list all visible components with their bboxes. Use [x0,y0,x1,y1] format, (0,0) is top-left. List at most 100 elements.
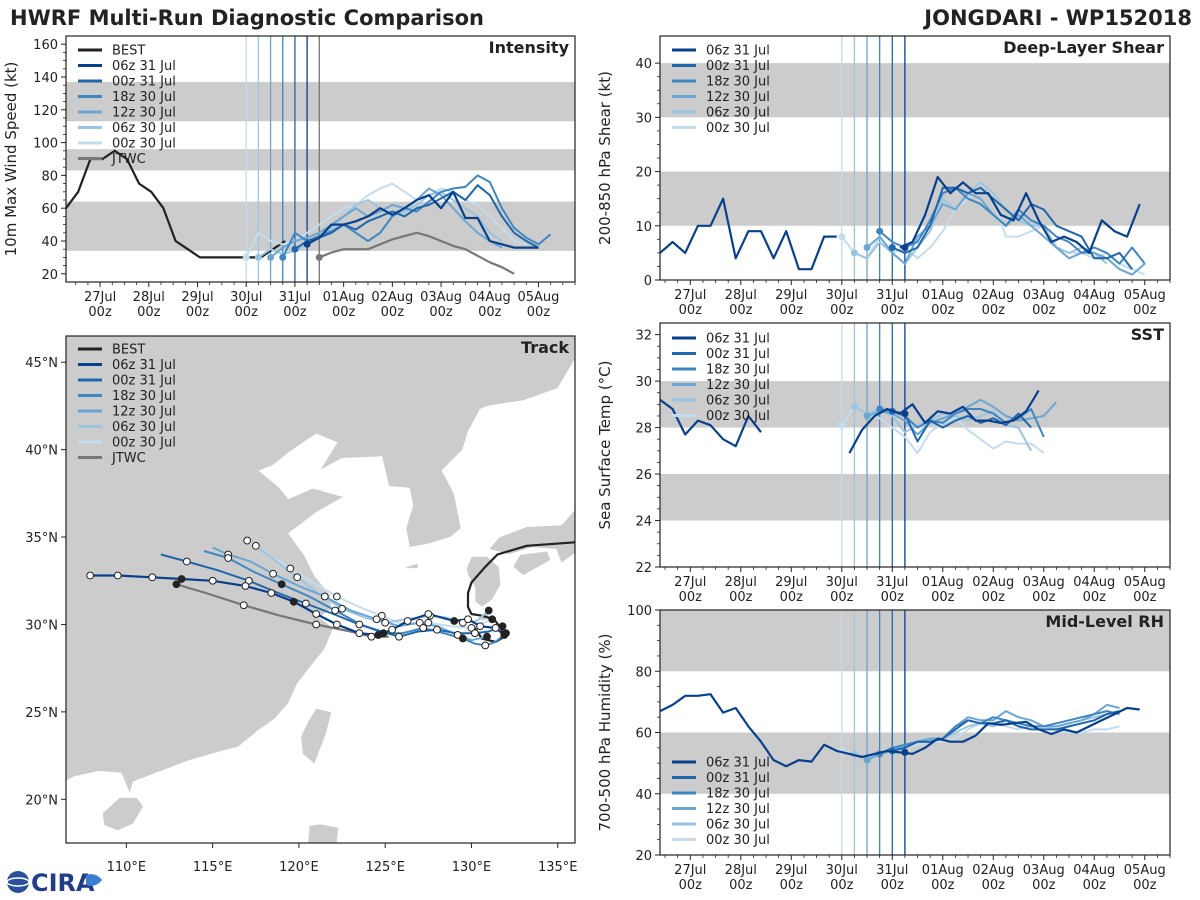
x-tick-hour: 00z [780,303,804,318]
x-tick-date: 02Aug [972,288,1014,303]
track-plot-frame [65,335,576,844]
x-tick-hour: 00z [830,590,854,605]
x-tick-date: 30Jul [230,290,262,305]
track-position-marker [113,571,122,580]
sst-y-axis-label: Sea Surface Temp (°C) [596,360,614,529]
track-position-marker [471,629,479,638]
legend-label-18z-30-jul: 18z 30 Jul [706,363,770,378]
lon-tick-label: 135°E [538,860,578,875]
shear-panel-title: Deep-Layer Shear [1003,38,1164,57]
legend-label-06z-30-jul: 06z 30 Jul [112,420,176,435]
x-tick-hour: 00z [1032,590,1056,605]
legend-label-12z-30-jul: 12z 30 Jul [706,802,770,817]
lon-tick-label: 110°E [107,860,147,875]
x-tick-date: 03Aug [1023,575,1065,590]
lat-tick-label: 25°N [25,706,58,721]
track-position-marker [172,580,181,589]
track-position-marker [403,617,412,625]
lat-tick-label: 30°N [25,618,58,633]
legend-label-06z-31-jul: 06z 31 Jul [706,44,770,59]
shade-band-1 [660,610,1170,672]
intensity-init-marker-12z-30-jul [267,253,275,261]
x-tick-hour: 00z [931,878,955,893]
x-tick-date: 05Aug [1124,288,1166,303]
track-position-marker [86,571,95,580]
legend-label-12z-30-jul: 12z 30 Jul [706,90,770,105]
x-tick-hour: 00z [881,878,905,893]
x-tick-hour: 00z [982,590,1006,605]
intensity-panel: 2040608010012014016027Jul00z28Jul00z29Ju… [2,35,576,320]
lon-tick-label: 125°E [365,860,405,875]
legend-label-18z-30-jul: 18z 30 Jul [112,389,176,404]
y-tick-label: 20 [41,268,58,283]
taiwan-landmass [300,707,333,765]
x-tick-hour: 00z [729,590,753,605]
legend-label-18z-30-jul: 18z 30 Jul [706,787,770,802]
y-tick-label: 80 [635,665,652,680]
track-position-marker [332,592,341,601]
x-tick-date: 31Jul [876,863,908,878]
x-tick-date: 29Jul [775,288,807,303]
intensity-line-12z-30-jul [269,187,503,259]
track-position-marker [312,620,321,629]
x-tick-date: 27Jul [674,288,706,303]
legend-label-00z-30-jul: 00z 30 Jul [112,137,176,152]
x-tick-hour: 00z [381,305,405,320]
jeju-landmass [405,562,419,569]
legend-label-18z-30-jul: 18z 30 Jul [112,90,176,105]
y-tick-label: 40 [635,57,652,72]
shade-band-0 [66,201,575,251]
legend-label-00z-31-jul: 00z 31 Jul [112,75,176,90]
x-tick-hour: 00z [931,303,955,318]
logo-globe-icon [7,871,29,893]
y-tick-label: 20 [635,849,652,864]
track-position-marker [267,589,276,597]
track-position-marker [464,615,472,624]
luzon-landmass [307,823,340,843]
shade-band-2 [66,81,575,122]
legend-label-06z-31-jul: 06z 31 Jul [112,358,176,373]
y-tick-label: 24 [635,515,652,530]
rh-panel: 2040608010027Jul00z28Jul00z29Jul00z30Jul… [596,604,1171,893]
x-tick-hour: 00z [186,305,210,320]
track-position-marker [243,536,252,545]
kyushu-landmass [465,555,502,608]
legend-label-06z-31-jul: 06z 31 Jul [706,332,770,347]
shikoku-landmass [512,550,552,576]
legend-label-00z-30-jul: 00z 30 Jul [706,833,770,848]
rh-series-group [660,693,1140,768]
figure-subtitle: JONGDARI - WP152018 [922,6,1192,30]
intensity-line-06z-31-jul [306,190,539,249]
x-tick-date: 05Aug [1124,863,1166,878]
track-position-marker [224,554,233,562]
x-tick-date: 28Jul [725,288,757,303]
sst-series-group [660,389,1058,455]
lat-tick-label: 45°N [25,356,58,371]
x-tick-hour: 00z [729,878,753,893]
sst-plot-frame [659,322,1171,568]
x-tick-date: 05Aug [1124,575,1166,590]
track-position-marker [293,573,302,582]
legend-label-00z-30-jul: 00z 30 Jul [112,436,176,451]
y-tick-label: 100 [627,604,652,619]
x-tick-date: 31Jul [279,290,311,305]
shear-init-marker-06z-30-jul [850,249,858,257]
sst-init-marker-00z-30-jul [838,421,846,429]
track-position-marker [372,615,381,624]
legend-label-00z-30-jul: 00z 30 Jul [706,121,770,136]
track-position-marker [289,597,298,606]
y-tick-label: 32 [635,329,652,344]
shear-line-18z-30-jul [879,186,1146,265]
y-tick-label: 0 [644,274,652,289]
lon-tick-label: 115°E [193,860,233,875]
track-position-marker [483,632,491,641]
track-position-marker [320,592,329,601]
shear-init-marker-00z-30-jul [838,233,846,241]
y-tick-label: 22 [635,561,652,576]
lat-tick-label: 35°N [25,531,58,546]
legend-label-00z-31-jul: 00z 31 Jul [706,59,770,74]
x-tick-hour: 00z [982,303,1006,318]
